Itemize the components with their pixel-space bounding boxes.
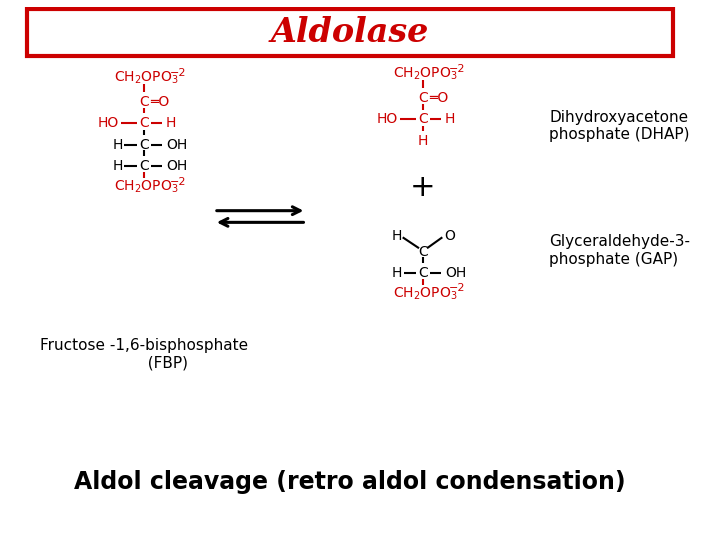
Text: C: C [139, 116, 149, 130]
Text: O: O [444, 229, 455, 243]
Text: CH$_2$OPO$_3$: CH$_2$OPO$_3$ [392, 285, 457, 301]
Text: ═O: ═O [150, 94, 169, 109]
Text: OH: OH [166, 159, 187, 173]
Text: +: + [410, 173, 436, 202]
Text: HO: HO [97, 116, 119, 130]
Text: H: H [112, 138, 122, 152]
Text: Aldol cleavage (retro aldol condensation): Aldol cleavage (retro aldol condensation… [74, 470, 626, 494]
Text: −2: −2 [449, 284, 465, 293]
Text: C: C [139, 138, 149, 152]
Text: Fructose -1,6-bisphosphate
          (FBP): Fructose -1,6-bisphosphate (FBP) [40, 338, 248, 370]
Text: −2: −2 [170, 177, 186, 186]
Text: C: C [418, 266, 428, 280]
Text: ═O: ═O [429, 91, 448, 105]
Text: HO: HO [377, 112, 397, 126]
Text: Glyceraldehyde-3-
phosphate (GAP): Glyceraldehyde-3- phosphate (GAP) [549, 234, 690, 267]
Text: OH: OH [446, 266, 467, 280]
Text: C: C [139, 159, 149, 173]
Text: H: H [444, 112, 455, 126]
Text: Aldolase: Aldolase [271, 16, 429, 49]
Text: CH$_2$OPO$_3$: CH$_2$OPO$_3$ [114, 69, 178, 86]
Text: H: H [418, 134, 428, 147]
Text: CH$_2$OPO$_3$: CH$_2$OPO$_3$ [392, 65, 457, 82]
Text: H: H [391, 229, 402, 243]
Text: −2: −2 [449, 64, 465, 73]
Text: H: H [112, 159, 122, 173]
Text: H: H [166, 116, 176, 130]
Text: C: C [418, 245, 428, 259]
Text: Dihydroxyacetone
phosphate (DHAP): Dihydroxyacetone phosphate (DHAP) [549, 110, 690, 142]
Text: C: C [418, 112, 428, 126]
Text: CH$_2$OPO$_3$: CH$_2$OPO$_3$ [114, 178, 178, 194]
FancyBboxPatch shape [27, 9, 673, 56]
Text: −2: −2 [170, 68, 186, 78]
Text: C: C [139, 94, 149, 109]
Text: OH: OH [166, 138, 187, 152]
Text: C: C [418, 91, 428, 105]
Text: H: H [391, 266, 402, 280]
